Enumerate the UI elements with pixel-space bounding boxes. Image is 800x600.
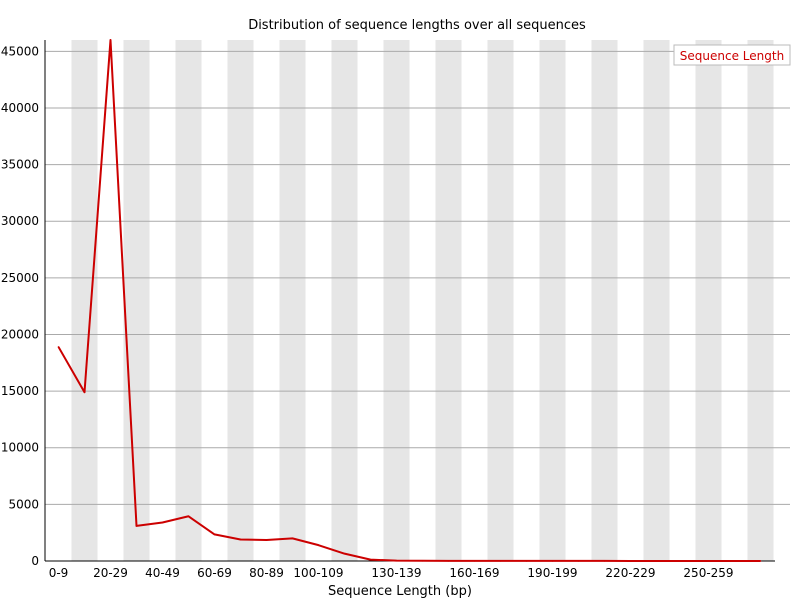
data-point-270-279 [759, 560, 762, 562]
data-point-70-79 [239, 538, 242, 541]
x-tick-label: 60-69 [197, 566, 232, 580]
x-tick-label: 80-89 [249, 566, 284, 580]
y-tick-label: 5000 [8, 497, 39, 511]
data-point-250-259 [707, 560, 710, 562]
y-tick-label: 30000 [1, 214, 39, 228]
band-150-159 [435, 40, 462, 561]
x-tick-label: 100-109 [293, 566, 343, 580]
data-point-170-179 [499, 560, 502, 562]
band-210-219 [591, 40, 618, 561]
x-tick-label: 130-139 [371, 566, 421, 580]
band-50-59 [175, 40, 202, 561]
data-point-0-9 [57, 346, 60, 348]
band-270-279 [747, 40, 774, 561]
data-point-110-119 [343, 552, 346, 555]
x-tick-label: 160-169 [449, 566, 499, 580]
data-point-90-99 [291, 537, 294, 540]
column-bands [71, 40, 774, 561]
data-point-240-249 [681, 560, 684, 562]
x-axis-title: Sequence Length (bp) [328, 584, 472, 599]
band-30-39 [123, 40, 150, 561]
data-point-150-159 [447, 560, 450, 562]
data-point-20-29 [109, 39, 112, 41]
data-point-220-229 [629, 560, 632, 562]
band-10-19 [71, 40, 98, 561]
x-tick-labels: 0-9 20-29 40-49 60-69 80-89 100-109 130-139 160… [49, 566, 734, 580]
y-tick-label: 10000 [1, 441, 39, 455]
data-point-40-49 [161, 521, 164, 524]
data-point-30-39 [135, 525, 138, 527]
band-170-179 [487, 40, 514, 561]
data-point-260-269 [733, 560, 736, 562]
y-tick-label: 15000 [1, 384, 39, 398]
band-90-99 [279, 40, 306, 561]
y-tick-label: 35000 [1, 158, 39, 172]
chart-title: Distribution of sequence lengths over al… [248, 18, 586, 33]
legend-box [673, 44, 791, 66]
data-point-50-59 [187, 515, 190, 518]
data-point-180-189 [525, 560, 528, 562]
y-tick-label: 0 [31, 554, 39, 568]
data-point-210-219 [603, 560, 606, 562]
series-line-sequence-length [57, 39, 761, 562]
data-point-130-139 [395, 559, 398, 562]
y-tick-labels: 0 5000 10000 15000 20000 25000 30000 35000 40000… [1, 44, 39, 568]
band-250-259 [695, 40, 722, 561]
data-point-190-199 [551, 560, 554, 562]
y-tick-label: 20000 [1, 327, 39, 341]
x-tick-label: 20-29 [93, 566, 128, 580]
band-130-139 [383, 40, 410, 561]
y-tick-label: 45000 [1, 44, 39, 58]
data-point-10-19 [83, 391, 86, 394]
data-point-80-89 [265, 539, 268, 541]
y-tick-label: 25000 [1, 271, 39, 285]
data-point-200-209 [577, 560, 580, 562]
band-110-119 [331, 40, 358, 561]
data-point-140-149 [421, 559, 424, 562]
legend: Sequence Length [673, 44, 791, 66]
horizontal-gridlines [45, 50, 790, 505]
y-tick-label: 40000 [1, 101, 39, 115]
x-tick-label: 40-49 [145, 566, 180, 580]
band-190-199 [539, 40, 566, 561]
x-tick-label: 220-229 [605, 566, 655, 580]
data-point-160-169 [473, 560, 476, 562]
x-tick-label: 0-9 [49, 566, 69, 580]
data-point-230-239 [655, 560, 658, 562]
data-point-120-129 [369, 558, 372, 561]
data-point-100-109 [317, 544, 320, 546]
band-70-79 [227, 40, 254, 561]
x-tick-label: 250-259 [683, 566, 733, 580]
series-group [57, 39, 762, 562]
legend-entry-sequence-length: Sequence Length [680, 49, 784, 63]
x-tick-label: 190-199 [527, 566, 577, 580]
data-point-60-69 [213, 533, 216, 536]
band-230-239 [643, 40, 670, 561]
